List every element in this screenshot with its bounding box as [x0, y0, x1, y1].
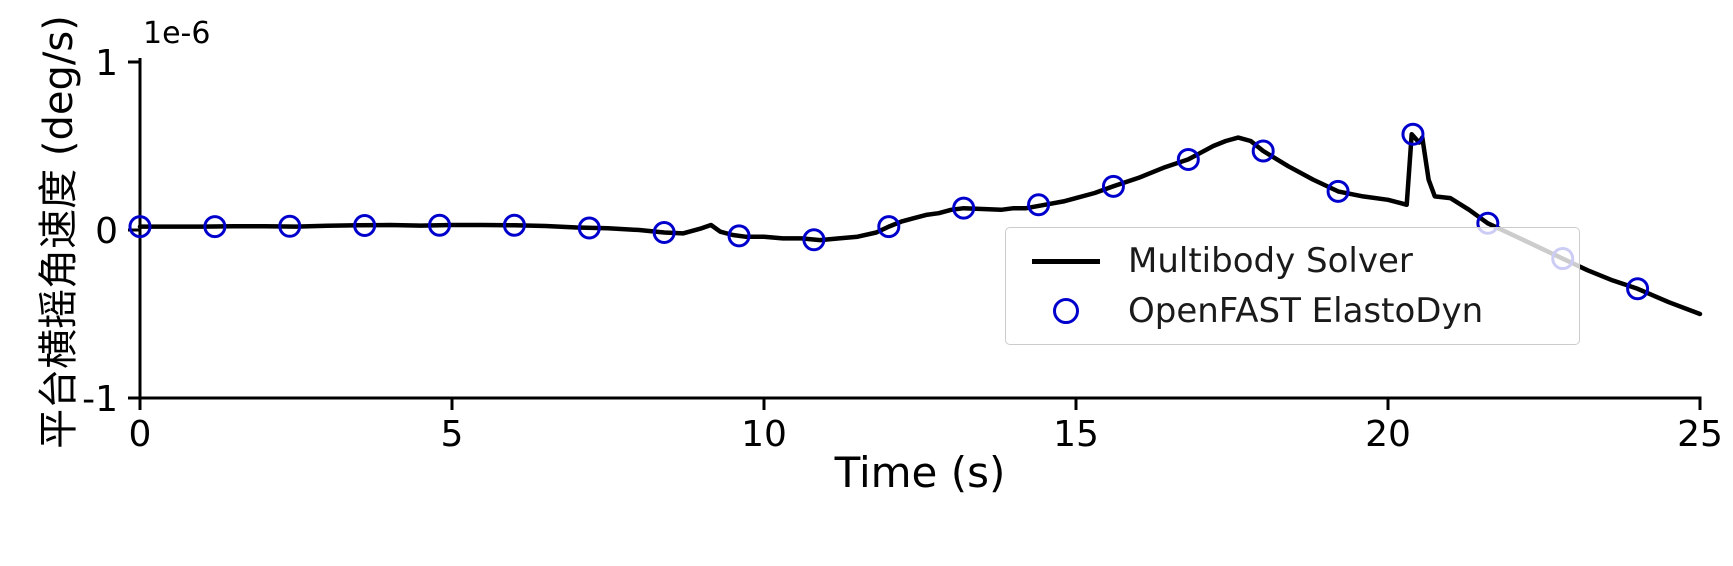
- y-axis-label: 平台横摇角速度 (deg/s): [36, 15, 82, 449]
- x-tick-label: 5: [441, 414, 464, 455]
- y-tick-label: 1: [95, 43, 118, 84]
- marker-point-openfast: [577, 216, 601, 240]
- legend: Multibody Solver OpenFAST ElastoDyn: [1005, 227, 1580, 345]
- legend-entry-multibody-solver: Multibody Solver: [1030, 241, 1555, 281]
- marker-point-openfast: [1101, 174, 1125, 198]
- marker-point-openfast: [128, 215, 152, 239]
- line-sample-icon: [1032, 258, 1100, 264]
- x-axis-label: Time (s): [834, 448, 1006, 497]
- marker-point-openfast: [1027, 193, 1051, 217]
- legend-label-openfast-elastodyn: OpenFAST ElastoDyn: [1128, 291, 1484, 331]
- x-tick-label: 10: [741, 414, 787, 455]
- legend-handle: [1030, 298, 1102, 324]
- marker-point-openfast: [802, 228, 826, 252]
- y-axis-offset-label: 1e-6: [143, 16, 211, 51]
- y-tick-label: -1: [82, 379, 118, 420]
- x-tick-label: 15: [1053, 414, 1099, 455]
- x-tick-label: 0: [129, 414, 152, 455]
- marker-point-openfast: [652, 221, 676, 245]
- marker-point-openfast: [428, 213, 452, 237]
- x-tick-label: 20: [1365, 414, 1411, 455]
- marker-point-openfast: [502, 213, 526, 237]
- marker-point-openfast: [203, 215, 227, 239]
- marker-point-openfast: [353, 213, 377, 237]
- marker-point-openfast: [952, 196, 976, 220]
- legend-label-multibody-solver: Multibody Solver: [1128, 241, 1413, 281]
- marker-point-openfast: [727, 224, 751, 248]
- marker-point-openfast: [1401, 122, 1425, 146]
- legend-entry-openfast-elastodyn: OpenFAST ElastoDyn: [1030, 291, 1555, 331]
- circle-marker-sample-icon: [1053, 298, 1079, 324]
- marker-point-openfast: [877, 215, 901, 239]
- marker-point-openfast: [1251, 139, 1275, 163]
- x-tick-label: 25: [1677, 414, 1723, 455]
- marker-point-openfast: [1326, 179, 1350, 203]
- y-tick-label: 0: [95, 211, 118, 252]
- marker-point-openfast: [1626, 277, 1650, 301]
- marker-point-openfast: [1176, 147, 1200, 171]
- legend-handle: [1030, 258, 1102, 264]
- marker-point-openfast: [278, 214, 302, 238]
